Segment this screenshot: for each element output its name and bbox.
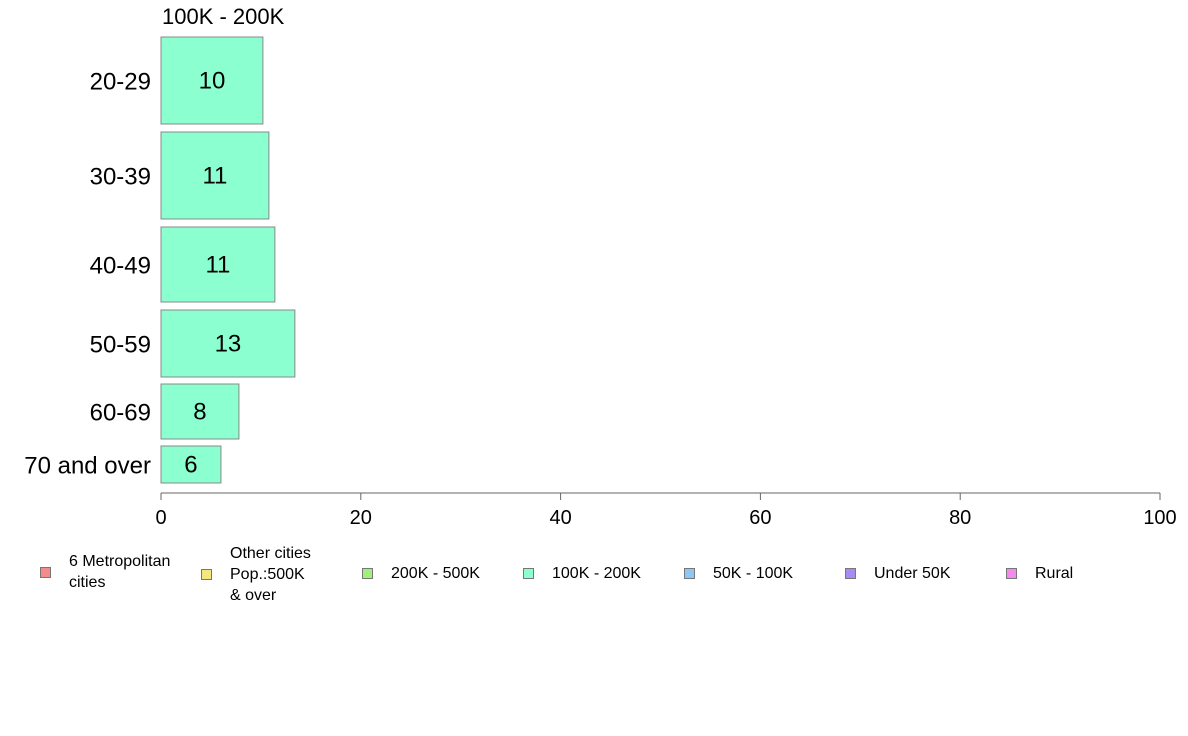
legend-item-100k-200k: 100K - 200K [523, 563, 641, 584]
legend-swatch [201, 569, 212, 580]
x-tick-label: 0 [155, 507, 166, 529]
bar-30-39 [160, 131, 270, 220]
category-label: 40-49 [90, 253, 151, 280]
legend-label: Other cities Pop.:500K & over [230, 545, 311, 604]
bar-value-label: 13 [215, 331, 242, 358]
bars: 10 20-29 11 30-39 11 40-49 13 50-59 8 60-69 6 70 an… [24, 36, 296, 484]
legend-label: Under 50K [874, 565, 951, 582]
bar-value-label: 10 [199, 68, 226, 95]
legend-label: 50K - 100K [713, 565, 794, 582]
bar-20-29 [160, 36, 264, 125]
legend-label: Rural [1035, 565, 1074, 582]
bar-60-69 [160, 383, 240, 440]
category-label: 20-29 [90, 69, 151, 96]
bar-40-49 [160, 226, 276, 303]
legend-swatch [845, 568, 856, 579]
bar-value-label: 11 [205, 252, 230, 279]
category-label: 70 and over [24, 453, 151, 480]
x-tick-label: 40 [549, 507, 571, 529]
x-tick-label: 100 [1143, 507, 1176, 529]
bar-value-label: 8 [193, 399, 206, 426]
bar-50-59 [160, 309, 296, 378]
bar-value-label: 6 [184, 452, 197, 479]
legend-item-200k-500k: 200K - 500K [362, 563, 480, 584]
legend-item-other-cities: Other cities Pop.:500K & over [201, 543, 311, 606]
legend-item-rural: Rural [1006, 563, 1073, 584]
legend-item-under-50k: Under 50K [845, 563, 951, 584]
bar-70-and-over [160, 445, 222, 484]
legend-item-metropolitan: 6 Metropolitan cities [40, 551, 170, 593]
category-label: 30-39 [90, 164, 151, 191]
legend-item-50k-100k: 50K - 100K [684, 563, 793, 584]
legend-swatch [1006, 568, 1017, 579]
chart-title: 100K - 200K [162, 4, 285, 29]
legend-swatch [523, 568, 534, 579]
x-axis: 0 20 40 60 80 100 [155, 492, 1177, 529]
x-tick-label: 60 [749, 507, 771, 529]
category-label: 60-69 [90, 400, 151, 427]
legend-label: 6 Metropolitan cities [69, 553, 171, 591]
bar-value-label: 11 [202, 163, 227, 190]
legend-swatch [684, 568, 695, 579]
legend: 6 Metropolitan cities Other cities Pop.:… [0, 543, 1188, 613]
legend-swatch [40, 566, 51, 578]
chart: 100K - 200K 10 20-29 11 30-39 11 40-49 13 50-59… [24, 4, 1177, 529]
legend-label: 100K - 200K [552, 565, 641, 582]
category-label: 50-59 [90, 332, 151, 359]
legend-swatch [362, 568, 373, 579]
x-tick-label: 20 [350, 507, 372, 529]
x-tick-label: 80 [949, 507, 971, 529]
legend-label: 200K - 500K [391, 565, 480, 582]
